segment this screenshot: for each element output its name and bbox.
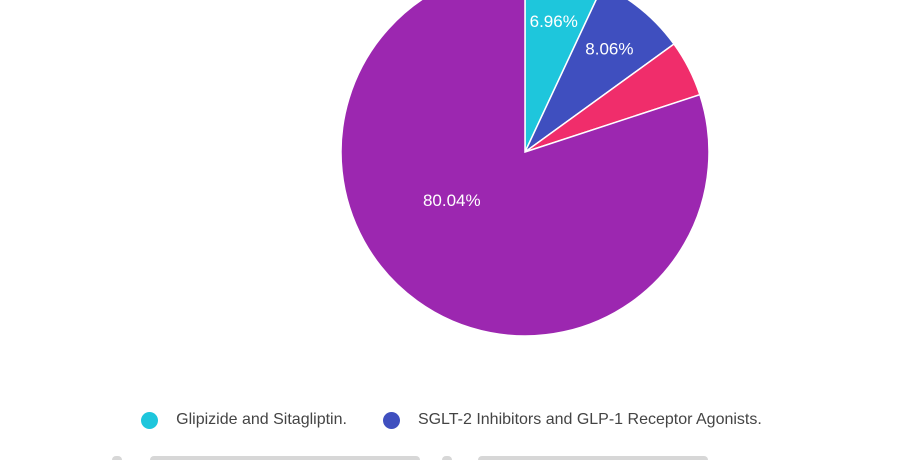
pie-slice-label-3: 80.04%: [423, 191, 481, 210]
cutoff-text: [150, 456, 420, 460]
pie-slice-1[interactable]: [523, 0, 676, 155]
pie-slice-3[interactable]: [340, 0, 710, 337]
pie-slices: [340, 0, 710, 337]
legend-marker-icon: [141, 411, 159, 429]
legend-second-row-cutoff: [0, 452, 903, 460]
cutoff-text: [478, 456, 708, 460]
pie-slice-label-0: 6.96%: [530, 12, 578, 31]
legend-label: SGLT-2 Inhibitors and GLP-1 Receptor Ago…: [417, 411, 762, 428]
cutoff-marker: [112, 456, 122, 460]
legend-item-glipizide[interactable]: Glipizide and Sitagliptin.: [141, 411, 347, 429]
legend-label: Glipizide and Sitagliptin.: [176, 411, 347, 428]
cutoff-marker: [442, 456, 452, 460]
legend-item-sglt2[interactable]: SGLT-2 Inhibitors and GLP-1 Receptor Ago…: [382, 411, 762, 429]
pie-labels: 6.96% 8.06% 80.04%: [423, 12, 634, 210]
pie-slice-0[interactable]: [524, 0, 603, 153]
legend-marker-icon: [382, 411, 400, 429]
chart-legend: Glipizide and Sitagliptin. SGLT-2 Inhibi…: [0, 405, 903, 435]
pie-slice-label-1: 8.06%: [585, 39, 633, 58]
